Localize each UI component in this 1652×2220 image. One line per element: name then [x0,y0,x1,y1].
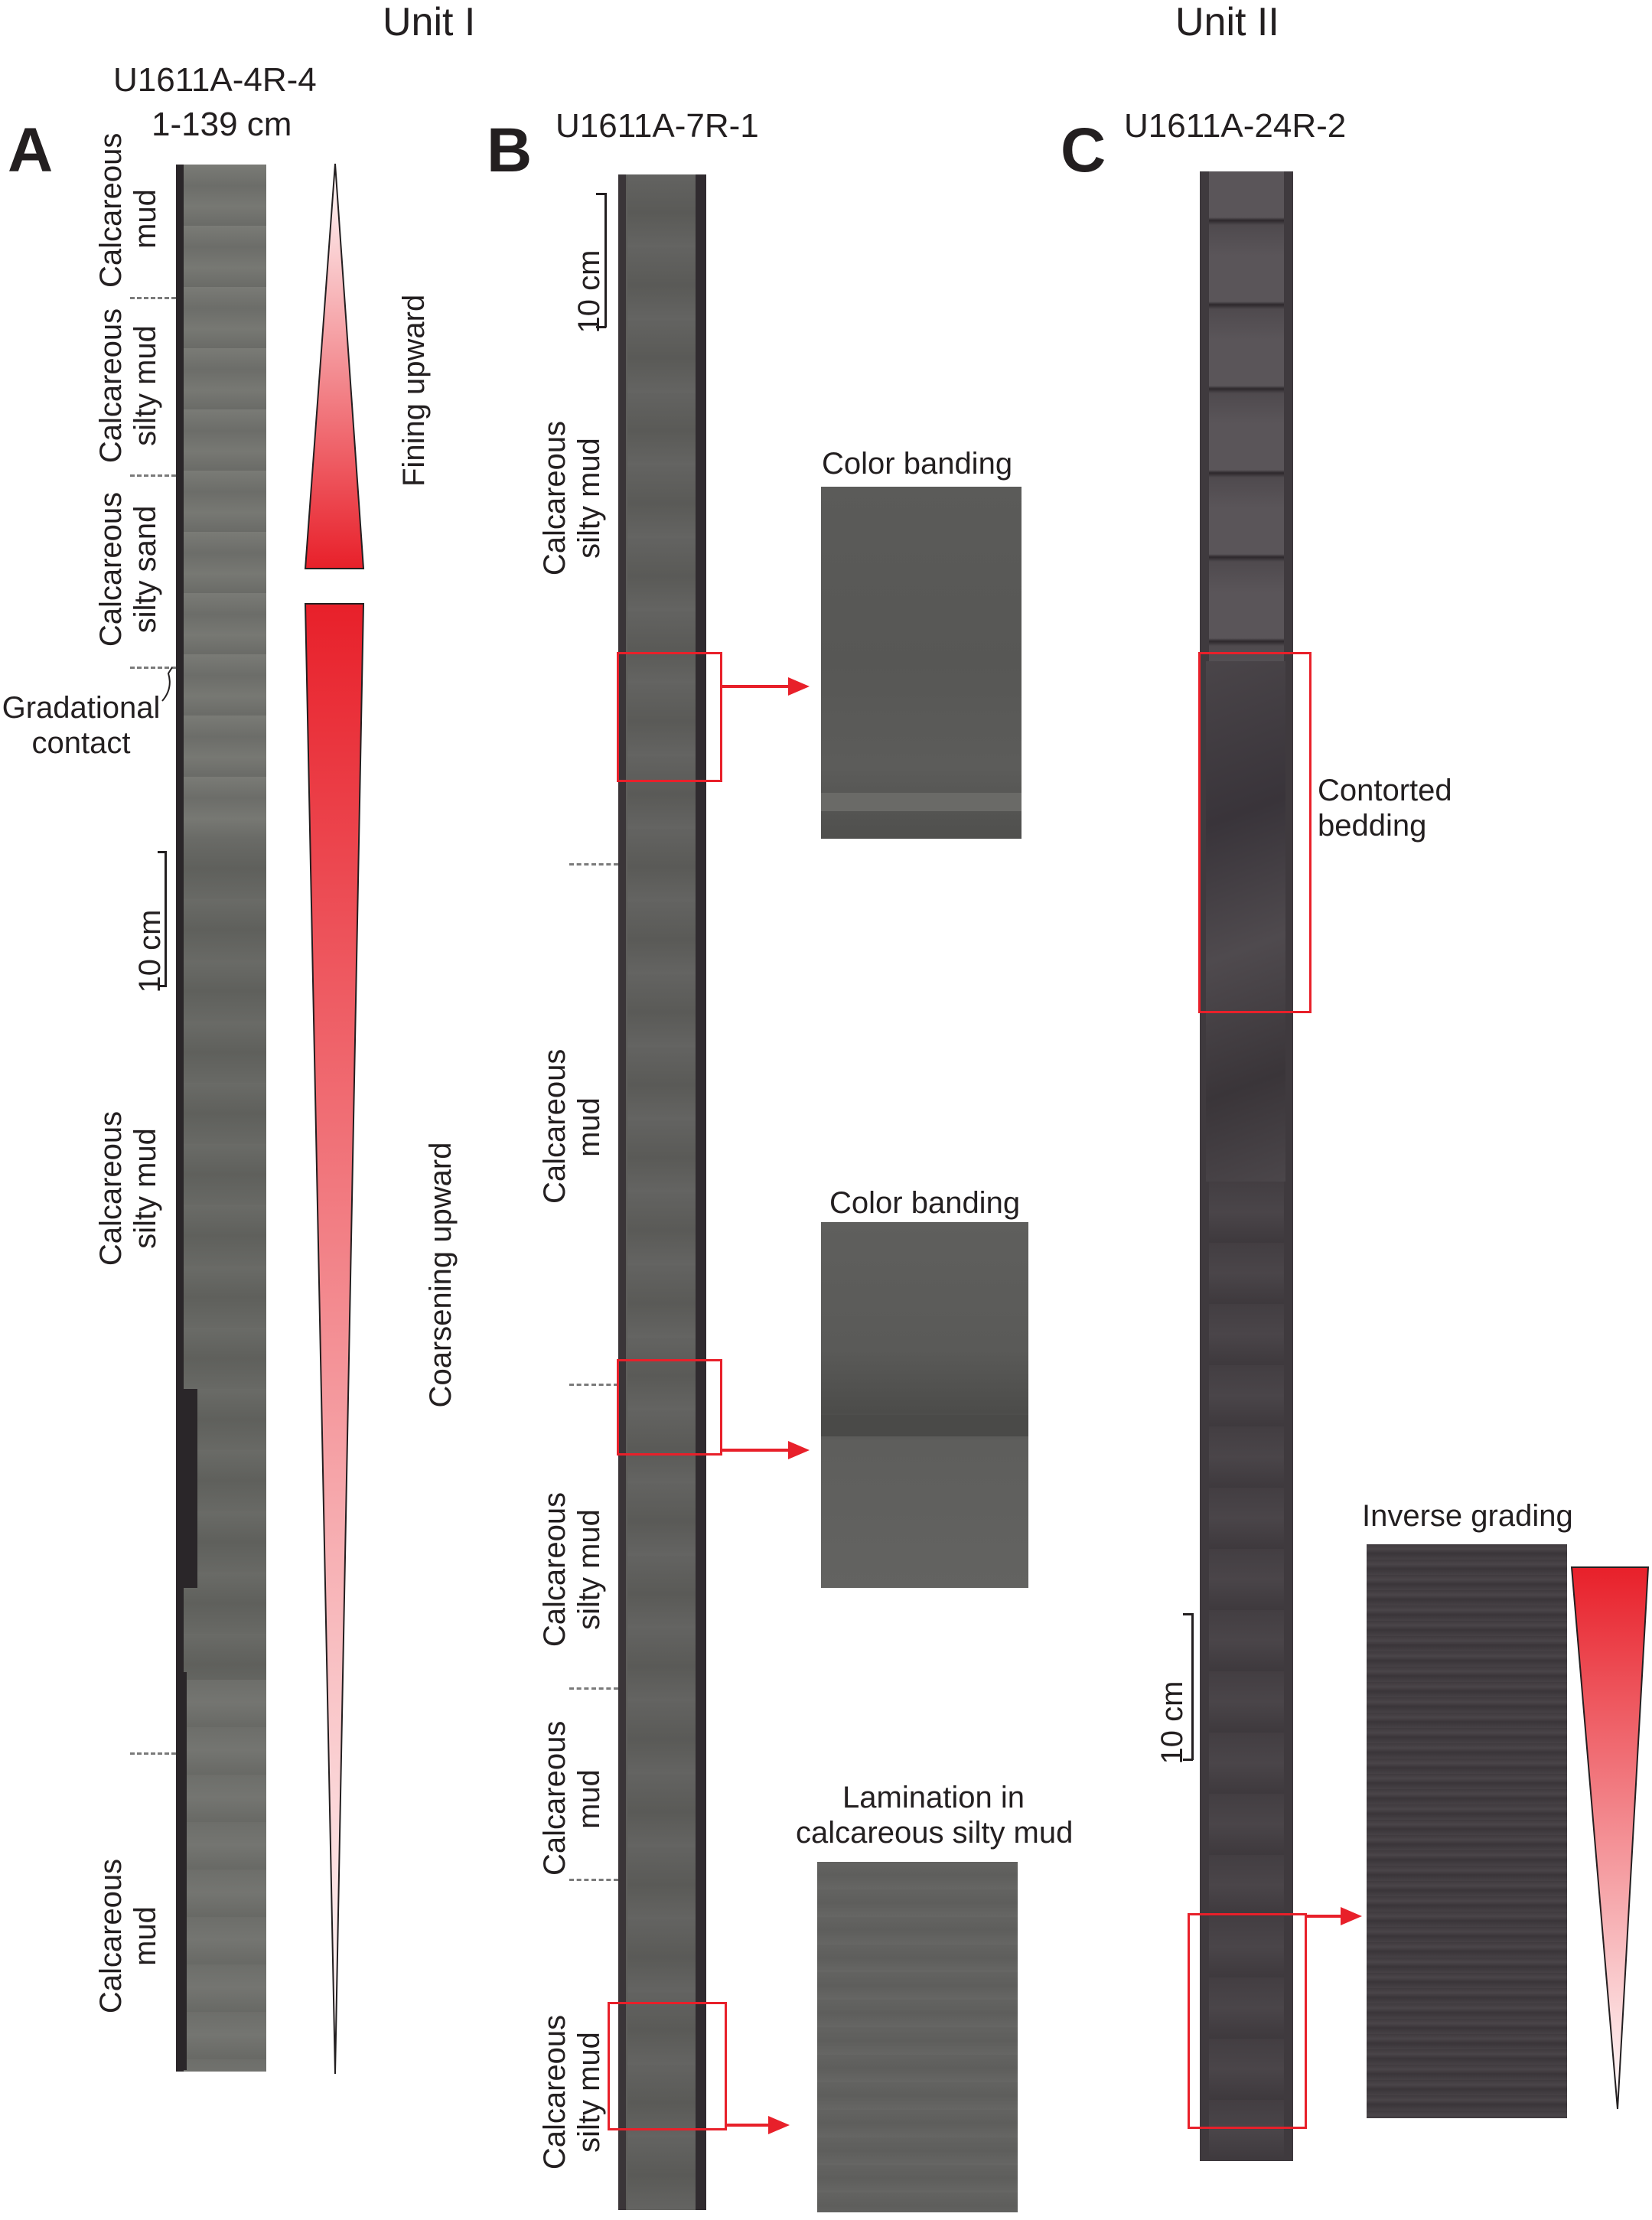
contact-line-a-4 [130,1752,176,1755]
core-c-top-chips [1209,171,1284,661]
contact-line-b-4 [569,1879,618,1881]
scale-bar-b-top-tick [596,193,606,195]
core-b-right-shadow [696,174,706,2210]
inset-b-2-band [821,1415,1028,1436]
panel-b-letter: B [487,116,533,185]
panel-b-core-id: U1611A-7R-1 [556,107,759,145]
core-a-lower-band [184,1680,266,2072]
core-c-contorted-zone [1206,661,1285,1182]
highlight-box-c-1 [1198,652,1311,1013]
fining-upward-triangle [304,163,365,569]
inset-title-b-3: Lamination in calcareous silty mud [796,1781,1074,1850]
core-image-a [176,165,266,2072]
highlight-box-c-2 [1188,1913,1307,2129]
contact-line-b-3 [569,1687,618,1690]
scale-bar-c-top-tick [1183,1613,1193,1615]
panel-c-core-id: U1611A-24R-2 [1124,107,1347,145]
scale-bar-c-bottom-tick [1183,1759,1193,1761]
inset-title-b-1: Color banding [822,447,1013,481]
core-a-gap-patch [176,1389,197,1588]
inset-image-b-3 [817,1862,1018,2212]
highlight-box-b-3 [608,2002,727,2130]
coarsening-upward-triangle [304,603,365,2075]
core-a-edge-shadow [176,165,184,2072]
core-a-gap-patch-lower [176,1672,187,2070]
inverse-grading-triangle [1570,1566,1650,2110]
contact-line-b-2 [569,1384,618,1386]
contorted-bedding-label: Contorted bedding [1318,774,1452,843]
scale-bar-c [1191,1613,1194,1760]
contact-line-b-1 [569,863,618,866]
inset-b-1-band [821,793,1022,811]
panel-a-core-id: U1611A-4R-4 [113,61,317,99]
scale-bar-b-bottom-tick [596,326,606,328]
scale-bar-b [604,193,607,328]
scale-bar-a-top-tick [158,851,167,853]
inset-image-c [1367,1544,1567,2118]
inset-image-b-2 [821,1222,1028,1588]
panel-a-interval: 1-139 cm [152,106,292,143]
gradational-contact-label: Gradational contact [2,691,161,760]
highlight-box-b-1 [617,652,722,782]
contact-line-a-3 [130,667,176,669]
inset-title-c: Inverse grading [1362,1499,1573,1533]
contact-line-a-2 [130,474,176,477]
core-a-middle-band [184,838,266,1680]
inset-title-b-2: Color banding [829,1186,1021,1220]
inset-image-b-1 [821,487,1022,839]
highlight-box-b-2 [617,1359,722,1456]
core-image-b [618,174,706,2210]
unit-i-heading: Unit I [383,0,476,44]
unit-ii-heading: Unit II [1175,0,1279,44]
core-a-upper-band [184,165,266,838]
panel-c-letter: C [1061,116,1106,185]
core-b-body [627,174,698,2210]
scale-bar-a-bottom-tick [158,985,167,987]
core-image-c [1200,171,1293,2161]
core-b-left-shadow [618,174,626,2210]
contact-line-a-1 [130,297,176,299]
core-c-lower-section [1209,1182,1284,2161]
scale-bar-a [165,851,167,986]
panel-a-letter: A [8,116,54,185]
